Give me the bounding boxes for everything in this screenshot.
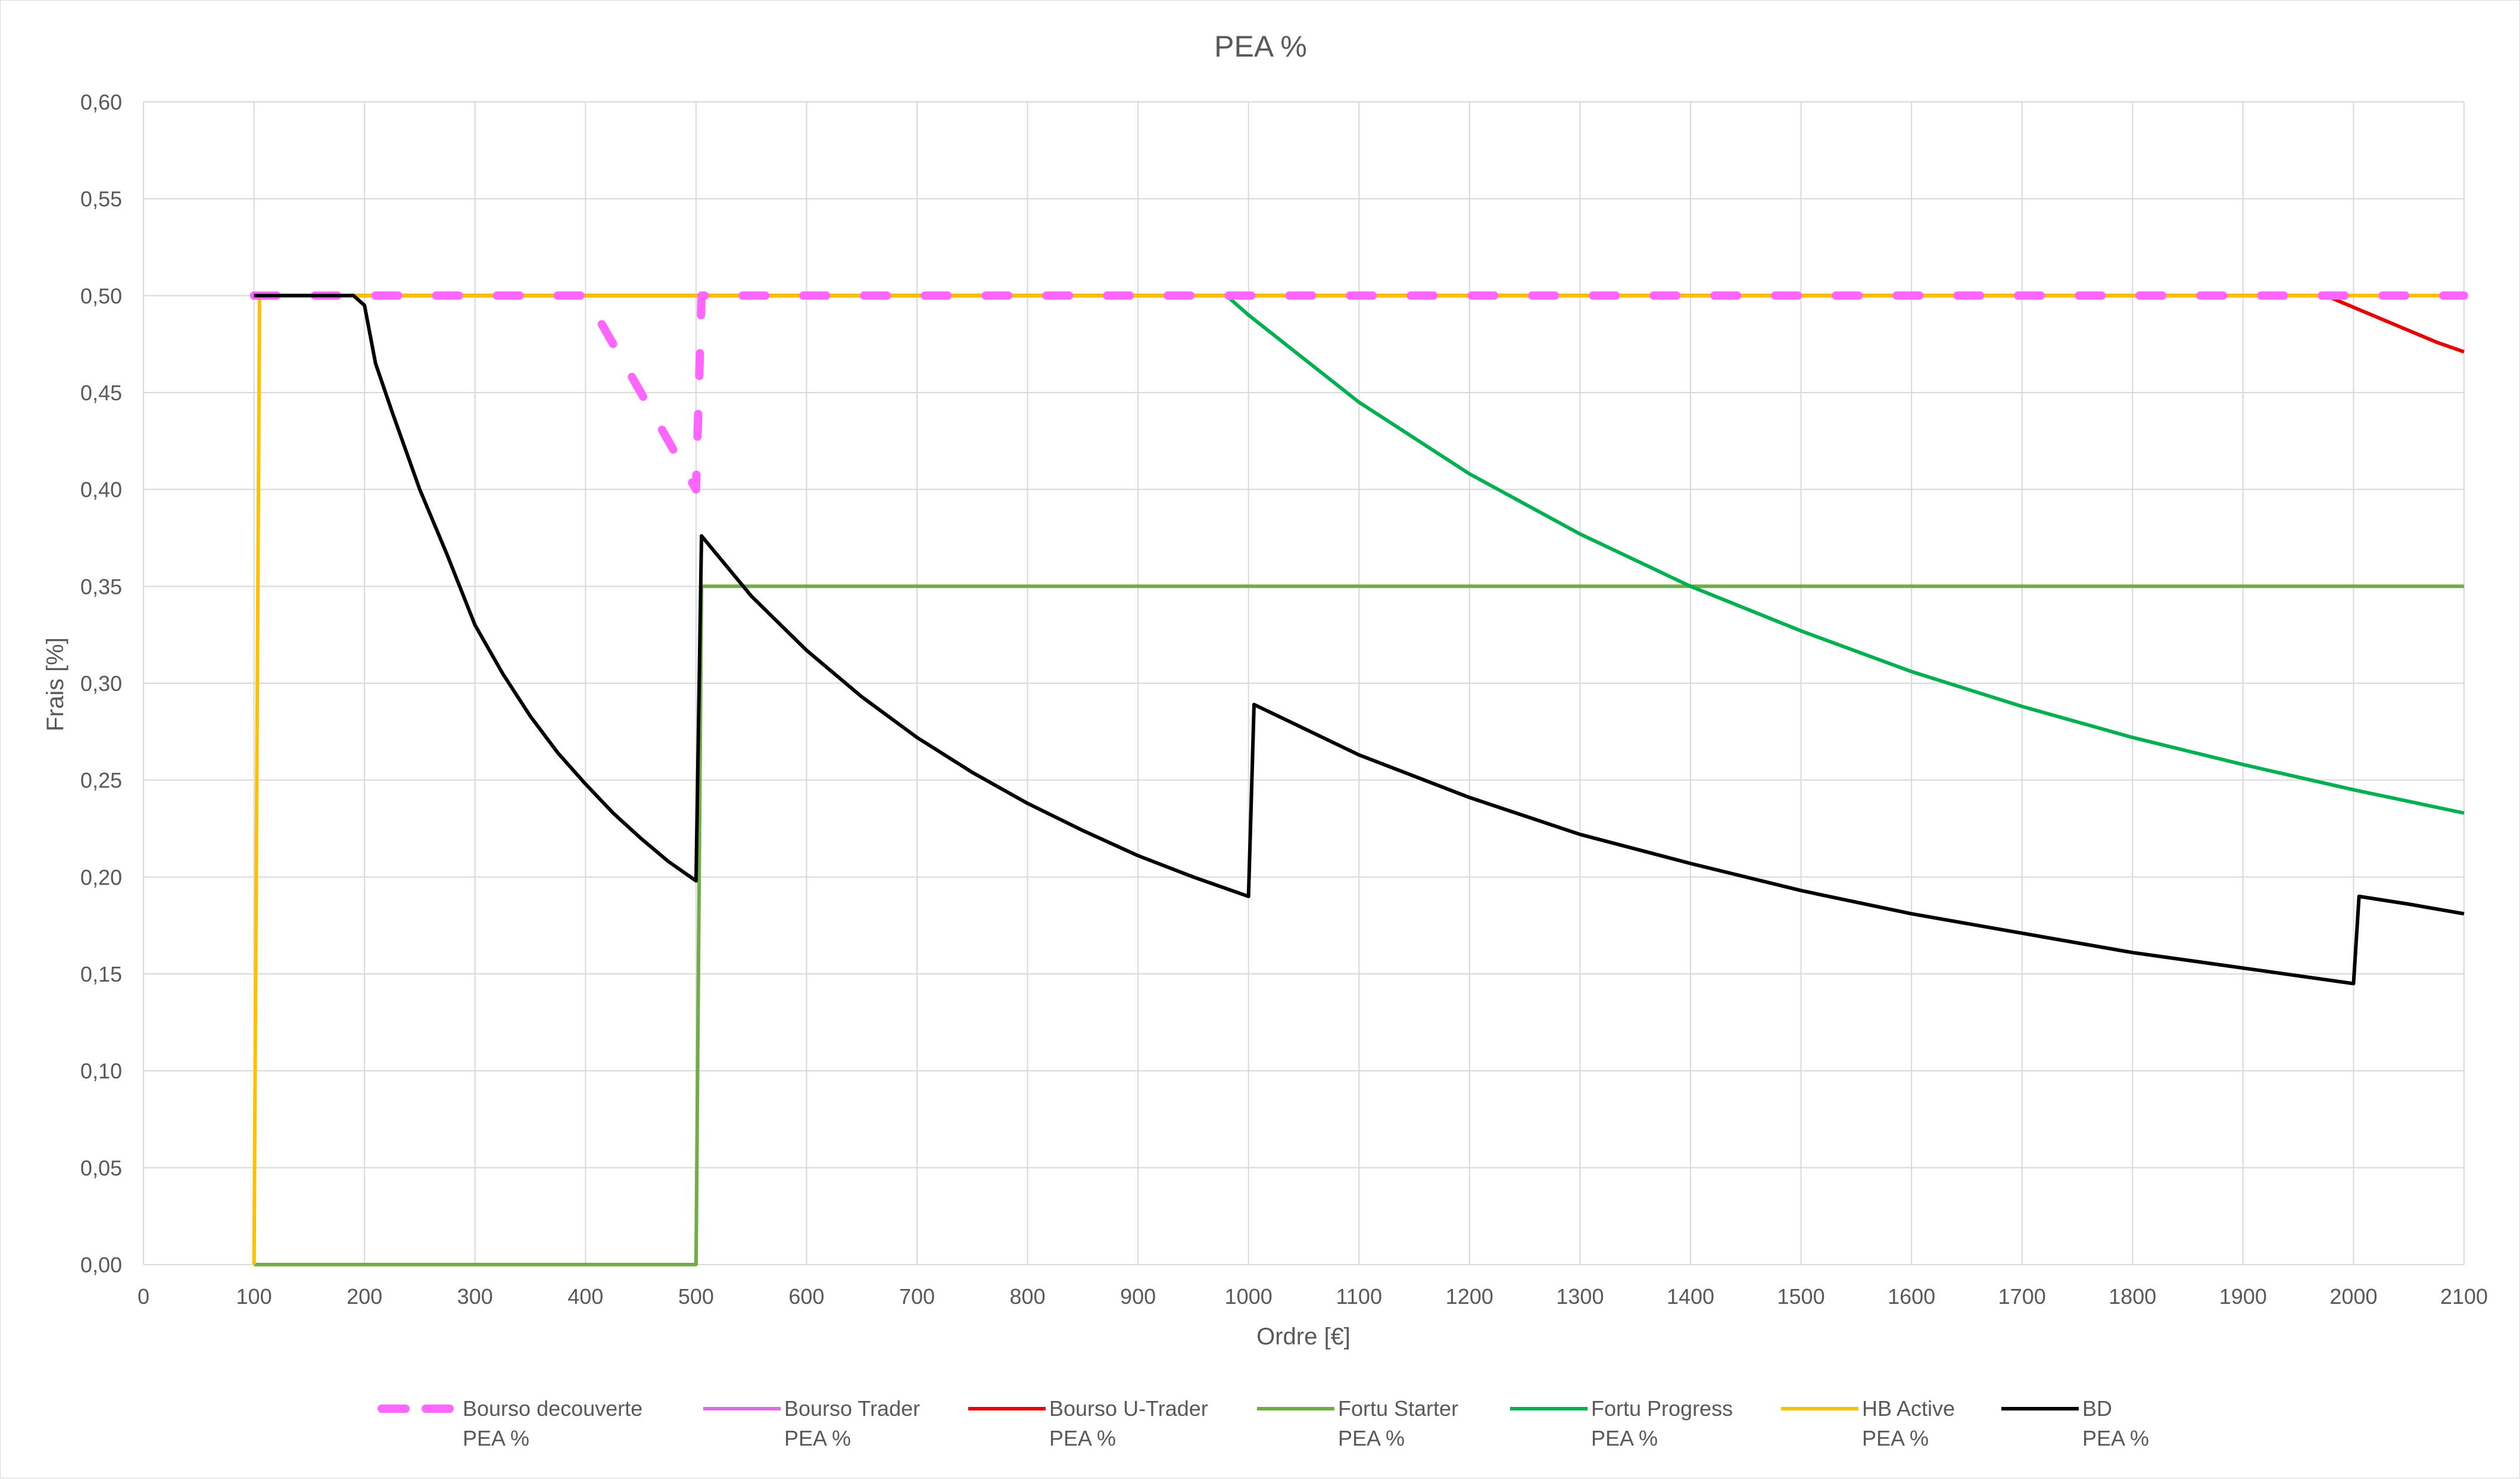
series-line-bourso-decouverte: [249, 291, 2468, 494]
legend-label-line2: PEA %: [2082, 1426, 2149, 1450]
x-tick-label: 500: [678, 1284, 714, 1309]
x-axis-label: Ordre [€]: [1256, 1324, 1351, 1350]
series-line-fortu-progress: [254, 294, 2465, 815]
x-tick-label: 1200: [1446, 1284, 1493, 1309]
x-tick-label: 1800: [2109, 1284, 2156, 1309]
legend-label: Bourso U-Trader: [1049, 1396, 1208, 1421]
legend-label: Fortu Progress: [1591, 1396, 1733, 1421]
y-tick-label: 0,60: [80, 90, 122, 114]
x-tick-label: 1400: [1667, 1284, 1714, 1309]
legend-label-line2: PEA %: [784, 1426, 851, 1450]
y-tick-label: 0,45: [80, 381, 122, 405]
x-tick-label: 2000: [2329, 1284, 2377, 1309]
legend-label: Bourso decouverte: [463, 1396, 643, 1421]
legend-label: BD: [2082, 1396, 2112, 1421]
legend-label-line2: PEA %: [463, 1426, 529, 1450]
x-tick-label: 1500: [1777, 1284, 1825, 1309]
y-tick-label: 0,20: [80, 865, 122, 889]
horizontal-gridlines: [144, 101, 2464, 1265]
y-tick-label: 0,40: [80, 478, 122, 502]
legend-label-line2: PEA %: [1338, 1426, 1405, 1450]
x-tick-label: 800: [1010, 1284, 1046, 1309]
x-tick-label: 1600: [1888, 1284, 1935, 1309]
x-tick-label: 0: [138, 1284, 149, 1309]
x-axis-tick-labels: 0 100 200 300 400 500 600 700 800 900 1000 1100 1200…: [138, 1284, 2488, 1309]
y-tick-label: 0,05: [80, 1156, 122, 1180]
series-line-bd: [254, 294, 2465, 986]
y-tick-label: 0,25: [80, 768, 122, 793]
x-tick-label: 1300: [1556, 1284, 1604, 1309]
legend-label-line2: PEA %: [1591, 1426, 1658, 1450]
chart-title: PEA %: [1214, 30, 1307, 63]
x-tick-label: 200: [347, 1284, 382, 1309]
x-tick-label: 700: [899, 1284, 935, 1309]
legend-label: Bourso Trader: [784, 1396, 920, 1421]
legend: Bourso decouverte PEA % Bourso Trader PEA %…: [378, 1396, 2149, 1450]
legend-label-line2: PEA %: [1862, 1426, 1929, 1450]
y-tick-label: 0,15: [80, 962, 122, 986]
x-tick-label: 400: [567, 1284, 603, 1309]
series-layer: [249, 291, 2468, 1266]
y-axis-label: Frais [%]: [42, 637, 68, 731]
legend-label: HB Active: [1862, 1396, 1955, 1421]
x-tick-label: 900: [1120, 1284, 1156, 1309]
x-tick-label: 1100: [1336, 1284, 1382, 1309]
x-tick-label: 100: [236, 1284, 272, 1309]
x-tick-label: 600: [788, 1284, 824, 1309]
y-tick-label: 0,35: [80, 574, 122, 599]
y-tick-label: 0,55: [80, 187, 122, 211]
y-tick-label: 0,30: [80, 671, 122, 696]
legend-label: Fortu Starter: [1338, 1396, 1458, 1421]
y-tick-label: 0,10: [80, 1059, 122, 1083]
y-tick-label: 0,00: [80, 1253, 122, 1277]
x-tick-label: 1900: [2219, 1284, 2267, 1309]
x-tick-label: 2100: [2440, 1284, 2488, 1309]
y-axis-tick-labels: 0,00 0,05 0,10 0,15 0,20 0,25 0,30 0,35 0,40 0,45…: [80, 90, 122, 1277]
x-tick-label: 300: [457, 1284, 493, 1309]
legend-label-line2: PEA %: [1049, 1426, 1116, 1450]
y-tick-label: 0,50: [80, 284, 122, 308]
x-tick-label: 1000: [1225, 1284, 1273, 1309]
x-tick-label: 1700: [1998, 1284, 2046, 1309]
series-line-fortu-starter: [254, 584, 2464, 1266]
